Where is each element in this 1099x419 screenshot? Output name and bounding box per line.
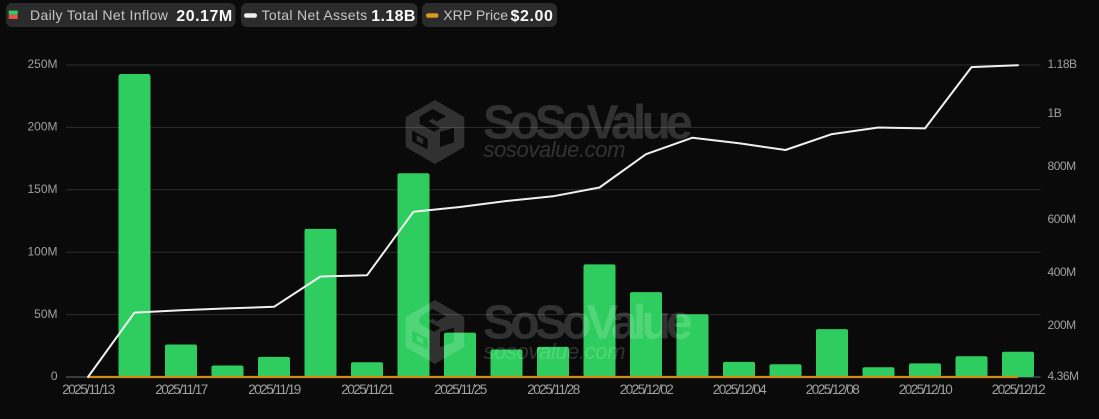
svg-text:Daily Total Net Inflow: Daily Total Net Inflow bbox=[30, 7, 169, 23]
svg-text:2025/11/25: 2025/11/25 bbox=[434, 382, 487, 397]
svg-text:2025/12/10: 2025/12/10 bbox=[899, 382, 953, 397]
svg-text:$2.00: $2.00 bbox=[511, 8, 554, 25]
svg-text:600M: 600M bbox=[1048, 212, 1077, 226]
svg-text:200M: 200M bbox=[27, 120, 57, 134]
svg-text:2025/11/13: 2025/11/13 bbox=[62, 382, 115, 397]
svg-text:150M: 150M bbox=[27, 182, 57, 196]
svg-text:2025/12/12: 2025/12/12 bbox=[992, 382, 1046, 397]
svg-text:2025/12/02: 2025/12/02 bbox=[620, 382, 674, 397]
svg-text:2025/12/08: 2025/12/08 bbox=[806, 382, 860, 397]
svg-text:SoSoValue: SoSoValue bbox=[483, 297, 692, 350]
svg-text:400M: 400M bbox=[1048, 265, 1077, 279]
svg-text:2025/12/04: 2025/12/04 bbox=[713, 382, 768, 397]
svg-text:2025/11/28: 2025/11/28 bbox=[527, 382, 580, 397]
svg-text:Total Net Assets: Total Net Assets bbox=[262, 7, 368, 23]
svg-text:1B: 1B bbox=[1048, 106, 1062, 120]
svg-text:0: 0 bbox=[51, 369, 58, 383]
svg-text:100M: 100M bbox=[27, 244, 57, 258]
svg-text:XRP Price: XRP Price bbox=[443, 7, 508, 23]
svg-text:1.18B: 1.18B bbox=[1048, 57, 1078, 71]
svg-text:200M: 200M bbox=[1048, 318, 1077, 332]
svg-text:2025/11/19: 2025/11/19 bbox=[248, 382, 301, 397]
svg-text:2025/11/17: 2025/11/17 bbox=[155, 382, 208, 397]
svg-text:SoSoValue: SoSoValue bbox=[483, 97, 692, 150]
svg-text:800M: 800M bbox=[1048, 159, 1077, 173]
svg-text:1.18B: 1.18B bbox=[371, 8, 416, 25]
svg-text:sosovalue.com: sosovalue.com bbox=[484, 137, 626, 162]
svg-text:50M: 50M bbox=[34, 307, 57, 321]
svg-text:20.17M: 20.17M bbox=[176, 8, 232, 25]
svg-text:2025/11/21: 2025/11/21 bbox=[341, 382, 394, 397]
svg-text:4.36M: 4.36M bbox=[1048, 369, 1080, 383]
svg-text:250M: 250M bbox=[27, 57, 57, 71]
svg-text:sosovalue.com: sosovalue.com bbox=[484, 339, 626, 364]
